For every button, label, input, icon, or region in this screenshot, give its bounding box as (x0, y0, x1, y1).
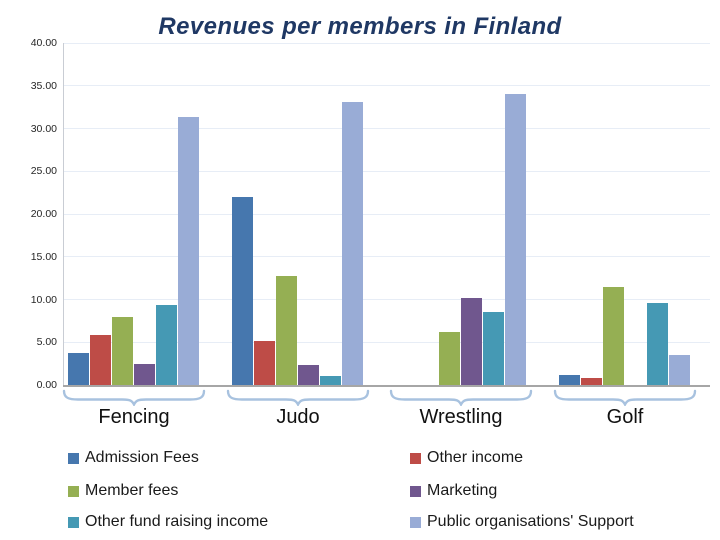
gridline (63, 42, 710, 44)
bar-fencing-member-fees (112, 317, 133, 385)
bar-fencing-public-organisations-support (178, 117, 199, 385)
legend-swatch-icon (68, 452, 79, 464)
gridline (63, 341, 710, 343)
brace-icon (226, 389, 370, 408)
brace-icon (553, 389, 697, 408)
y-axis-tick-label: 35.00 (30, 79, 57, 92)
category-label-golf: Golf (606, 406, 644, 428)
bar-judo-other-income (254, 341, 275, 385)
legend-item-other-fund-raising-income: Other fund raising income (68, 513, 268, 531)
gridline (63, 170, 710, 172)
gridline (63, 299, 710, 300)
legend-item-public-organisations-support: Public organisations' Support (410, 513, 634, 531)
category-label-fencing: Fencing (98, 406, 170, 428)
chart-title: Revenues per members in Finland (158, 13, 562, 40)
legend-item-other-income: Other income (410, 449, 523, 467)
y-axis-tick-label: 40.00 (30, 37, 57, 49)
category-label-wrestling: Wrestling (419, 406, 503, 428)
category-label-judo: Judo (276, 406, 320, 428)
y-axis-tick-label: 30.00 (30, 122, 57, 135)
gridline (63, 213, 710, 215)
bar-golf-other-fund-raising-income (647, 303, 668, 385)
legend-item-member-fees: Member fees (68, 482, 178, 500)
legend-swatch-icon (68, 485, 79, 497)
category-brace (62, 389, 206, 408)
bar-fencing-marketing (134, 364, 155, 385)
category-brace (389, 389, 533, 408)
legend-label: Other fund raising income (85, 513, 269, 530)
legend-swatch-icon (410, 516, 421, 528)
y-axis-tick-label: 20.00 (30, 208, 57, 220)
bar-wrestling-public-organisations-support (505, 94, 526, 385)
y-axis-tick-label: 0.00 (36, 379, 57, 391)
bar-judo-member-fees (276, 276, 297, 385)
gridline (63, 85, 710, 87)
y-axis-tick-label: 25.00 (30, 165, 57, 178)
bar-fencing-admission-fees (68, 353, 89, 385)
y-axis-tick-label: 10.00 (30, 293, 57, 306)
legend-swatch-icon (68, 516, 79, 528)
category-brace (226, 389, 370, 408)
x-axis-line (63, 385, 710, 387)
bar-wrestling-other-fund-raising-income (483, 312, 504, 385)
bar-golf-other-income (581, 378, 602, 385)
y-axis-tick-label: 5.00 (36, 336, 57, 349)
legend-label: Other income (427, 449, 524, 466)
y-axis-tick-label: 15.00 (30, 250, 57, 263)
legend-swatch-icon (410, 452, 421, 464)
category-brace (553, 389, 697, 408)
legend-label: Marketing (427, 482, 498, 499)
legend-item-admission-fees: Admission Fees (68, 449, 199, 467)
bar-fencing-other-fund-raising-income (156, 305, 177, 385)
bar-wrestling-member-fees (439, 332, 460, 385)
bar-judo-admission-fees (232, 197, 253, 385)
legend-label: Public organisations' Support (427, 513, 634, 530)
bar-golf-public-organisations-support (669, 355, 690, 385)
bar-judo-other-fund-raising-income (320, 376, 341, 385)
brace-icon (389, 389, 533, 408)
bar-golf-member-fees (603, 287, 624, 385)
y-axis-line (63, 43, 64, 385)
bar-judo-marketing (298, 365, 319, 385)
legend-swatch-icon (410, 485, 421, 497)
gridline (63, 256, 710, 258)
legend-label: Admission Fees (85, 449, 199, 466)
bar-wrestling-marketing (461, 298, 482, 385)
legend-label: Member fees (85, 482, 179, 499)
bar-fencing-other-income (90, 335, 111, 385)
gridline (63, 128, 710, 129)
brace-icon (62, 389, 206, 408)
legend-item-marketing: Marketing (410, 482, 497, 500)
bar-judo-public-organisations-support (342, 102, 363, 385)
bar-golf-admission-fees (559, 375, 580, 385)
